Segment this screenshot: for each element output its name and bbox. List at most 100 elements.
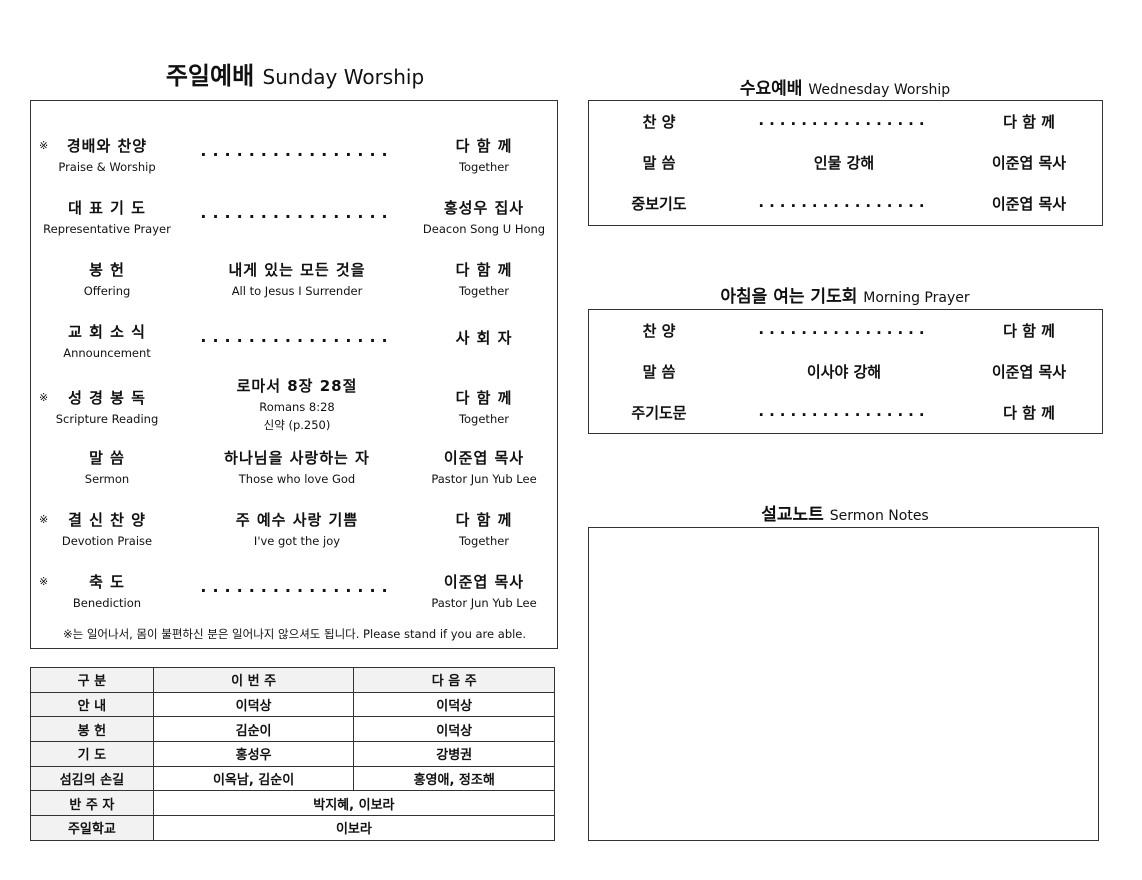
item-leader: 다 함 께 — [1003, 404, 1055, 422]
item-title-en: Romans 8:28 — [259, 400, 335, 414]
table-cell: 안 내 — [30, 691, 154, 718]
table-cell: 김순이 — [152, 716, 355, 743]
item-name-ko: 성 경 봉 독 — [68, 389, 146, 407]
leader-dots: ................ — [200, 203, 394, 222]
item-name-ko: 축 도 — [89, 573, 125, 591]
item-name-en: Praise & Worship — [58, 160, 156, 174]
table-cell: 이덕상 — [353, 716, 555, 743]
item-leader-en: Together — [458, 412, 510, 426]
sunday-order-box: ※는 일어나서, 몸이 불편하신 분은 일어나지 않으셔도 됩니다. Pleas… — [30, 100, 558, 649]
standing-mark: ※ — [39, 391, 49, 404]
standing-mark: ※ — [39, 513, 49, 526]
leader-dots: ................ — [200, 327, 394, 346]
standing-mark: ※ — [39, 139, 49, 152]
item-leader: 다 함 께 — [1003, 322, 1055, 340]
item-leader-en: Together — [458, 534, 510, 548]
title-ko: 수요예배 — [739, 79, 803, 99]
title-ko: 설교노트 — [761, 505, 824, 525]
item-leader-ko: 홍성우 집사 — [443, 199, 525, 217]
table-cell: 기 도 — [30, 741, 154, 767]
table-cell: 이덕상 — [152, 691, 355, 718]
item-title-ko: 하나님을 사랑하는 자 — [224, 449, 370, 467]
leader-dots: ................ — [200, 577, 394, 596]
order-item: 교 회 소 식 Announcement................ 사 회 자 — [31, 321, 558, 371]
item-leader-ko: 다 함 께 — [455, 511, 513, 529]
item-leader-ko: 이준엽 목사 — [443, 449, 525, 467]
item-name: 찬 양 — [642, 322, 676, 340]
table-row: 반 주 자 박지혜, 이보라 — [30, 790, 556, 817]
table-cell: 이덕상 — [353, 691, 555, 718]
item-leader-ko: 다 함 께 — [455, 137, 513, 155]
title-ko: 주일예배 — [165, 62, 255, 90]
item-name-ko: 대 표 기 도 — [68, 199, 146, 217]
order-item: 대 표 기 도 Representative Prayer............… — [31, 197, 558, 247]
header-cell: 이 번 주 — [152, 667, 355, 693]
item-leader-ko: 이준엽 목사 — [443, 573, 525, 591]
schedule-row: 찬 양................ 다 함 께 — [589, 320, 1102, 350]
morning-title: 아침을 여는 기도회 Morning Prayer — [588, 282, 1102, 307]
item-name-en: Devotion Praise — [61, 534, 153, 548]
item-leader-ko: 다 함 께 — [455, 261, 513, 279]
title-en: Sermon Notes — [829, 508, 929, 524]
item-leader-en: Deacon Song U Hong — [422, 222, 546, 236]
schedule-row: 말 씀 이사야 강해 이준엽 목사 — [589, 361, 1102, 391]
item-leader: 이준엽 목사 — [991, 363, 1067, 381]
item-title-en: Those who love God — [238, 472, 356, 486]
item-name-en: Representative Prayer — [43, 222, 171, 236]
item-name: 중보기도 — [631, 195, 687, 213]
item-name: 말 씀 — [642, 154, 676, 172]
item-title: ................ — [758, 111, 930, 129]
header-cell: 다 음 주 — [353, 667, 555, 693]
item-title: 인물 강해 — [813, 154, 875, 172]
standing-mark: ※ — [39, 575, 49, 588]
item-title: ................ — [758, 193, 930, 211]
schedule-row: 말 씀 인물 강해 이준엽 목사 — [589, 152, 1102, 182]
sermon-notes-area[interactable] — [588, 527, 1099, 841]
table-row: 기 도 홍성우 강병권 — [30, 741, 555, 767]
item-name-en: Offering — [83, 284, 131, 298]
item-leader-ko: 다 함 께 — [455, 389, 513, 407]
item-leader: 다 함 께 — [1003, 113, 1055, 131]
order-item: 봉 헌 Offering 내게 있는 모든 것을 All to Jesus I Sur… — [31, 259, 558, 309]
item-title: 이사야 강해 — [806, 363, 882, 381]
item-title: ................ — [758, 402, 930, 420]
item-name-ko: 봉 헌 — [89, 261, 125, 279]
item-leader-en: Pastor Jun Yub Lee — [431, 472, 537, 486]
item-name-ko: 결 신 찬 양 — [68, 511, 146, 529]
schedule-row: 찬 양................ 다 함 께 — [589, 111, 1102, 141]
item-title: ................ — [758, 320, 930, 338]
item-title-en: I've got the joy — [253, 534, 341, 548]
table-cell: 이옥남, 김순이 — [152, 765, 355, 792]
title-ko: 아침을 여는 기도회 — [720, 287, 858, 307]
wednesday-title: 수요예배 Wednesday Worship — [588, 74, 1102, 99]
table-cell: 강병권 — [353, 741, 555, 767]
notes-title: 설교노트 Sermon Notes — [588, 500, 1102, 525]
order-item: ※ 경배와 찬양 Praise & Worship................ 다… — [31, 135, 558, 185]
table-cell: 박지혜, 이보라 — [152, 790, 556, 817]
table-row: 봉 헌 김순이 이덕상 — [30, 716, 555, 743]
item-leader: 이준엽 목사 — [991, 154, 1067, 172]
item-leader-ko: 사 회 자 — [455, 329, 513, 347]
item-name-en: Announcement — [63, 346, 151, 360]
table-cell: 섬김의 손길 — [30, 765, 154, 792]
table-cell: 홍영애, 정조해 — [353, 765, 555, 792]
item-leader-en: Together — [458, 284, 510, 298]
table-row: 주일학교 이보라 — [30, 815, 556, 841]
item-title-ko: 내게 있는 모든 것을 — [228, 261, 366, 279]
item-title-extra: 신약 (p.250) — [263, 418, 331, 432]
order-item: ※ 결 신 찬 양 Devotion Praise 주 예수 사랑 기쁨 I've go… — [31, 509, 558, 559]
item-name-ko: 경배와 찬양 — [66, 137, 148, 155]
item-name: 주기도문 — [631, 404, 687, 422]
item-name-en: Scripture Reading — [55, 412, 159, 426]
table-cell: 봉 헌 — [30, 716, 154, 743]
item-name-en: Sermon — [84, 472, 130, 486]
table-cell: 이보라 — [152, 815, 556, 841]
sunday-title: 주일예배 Sunday Worship — [140, 56, 450, 91]
item-leader: 이준엽 목사 — [991, 195, 1067, 213]
item-title-ko: 주 예수 사랑 기쁨 — [235, 511, 359, 529]
header-cell: 구 분 — [30, 667, 154, 693]
